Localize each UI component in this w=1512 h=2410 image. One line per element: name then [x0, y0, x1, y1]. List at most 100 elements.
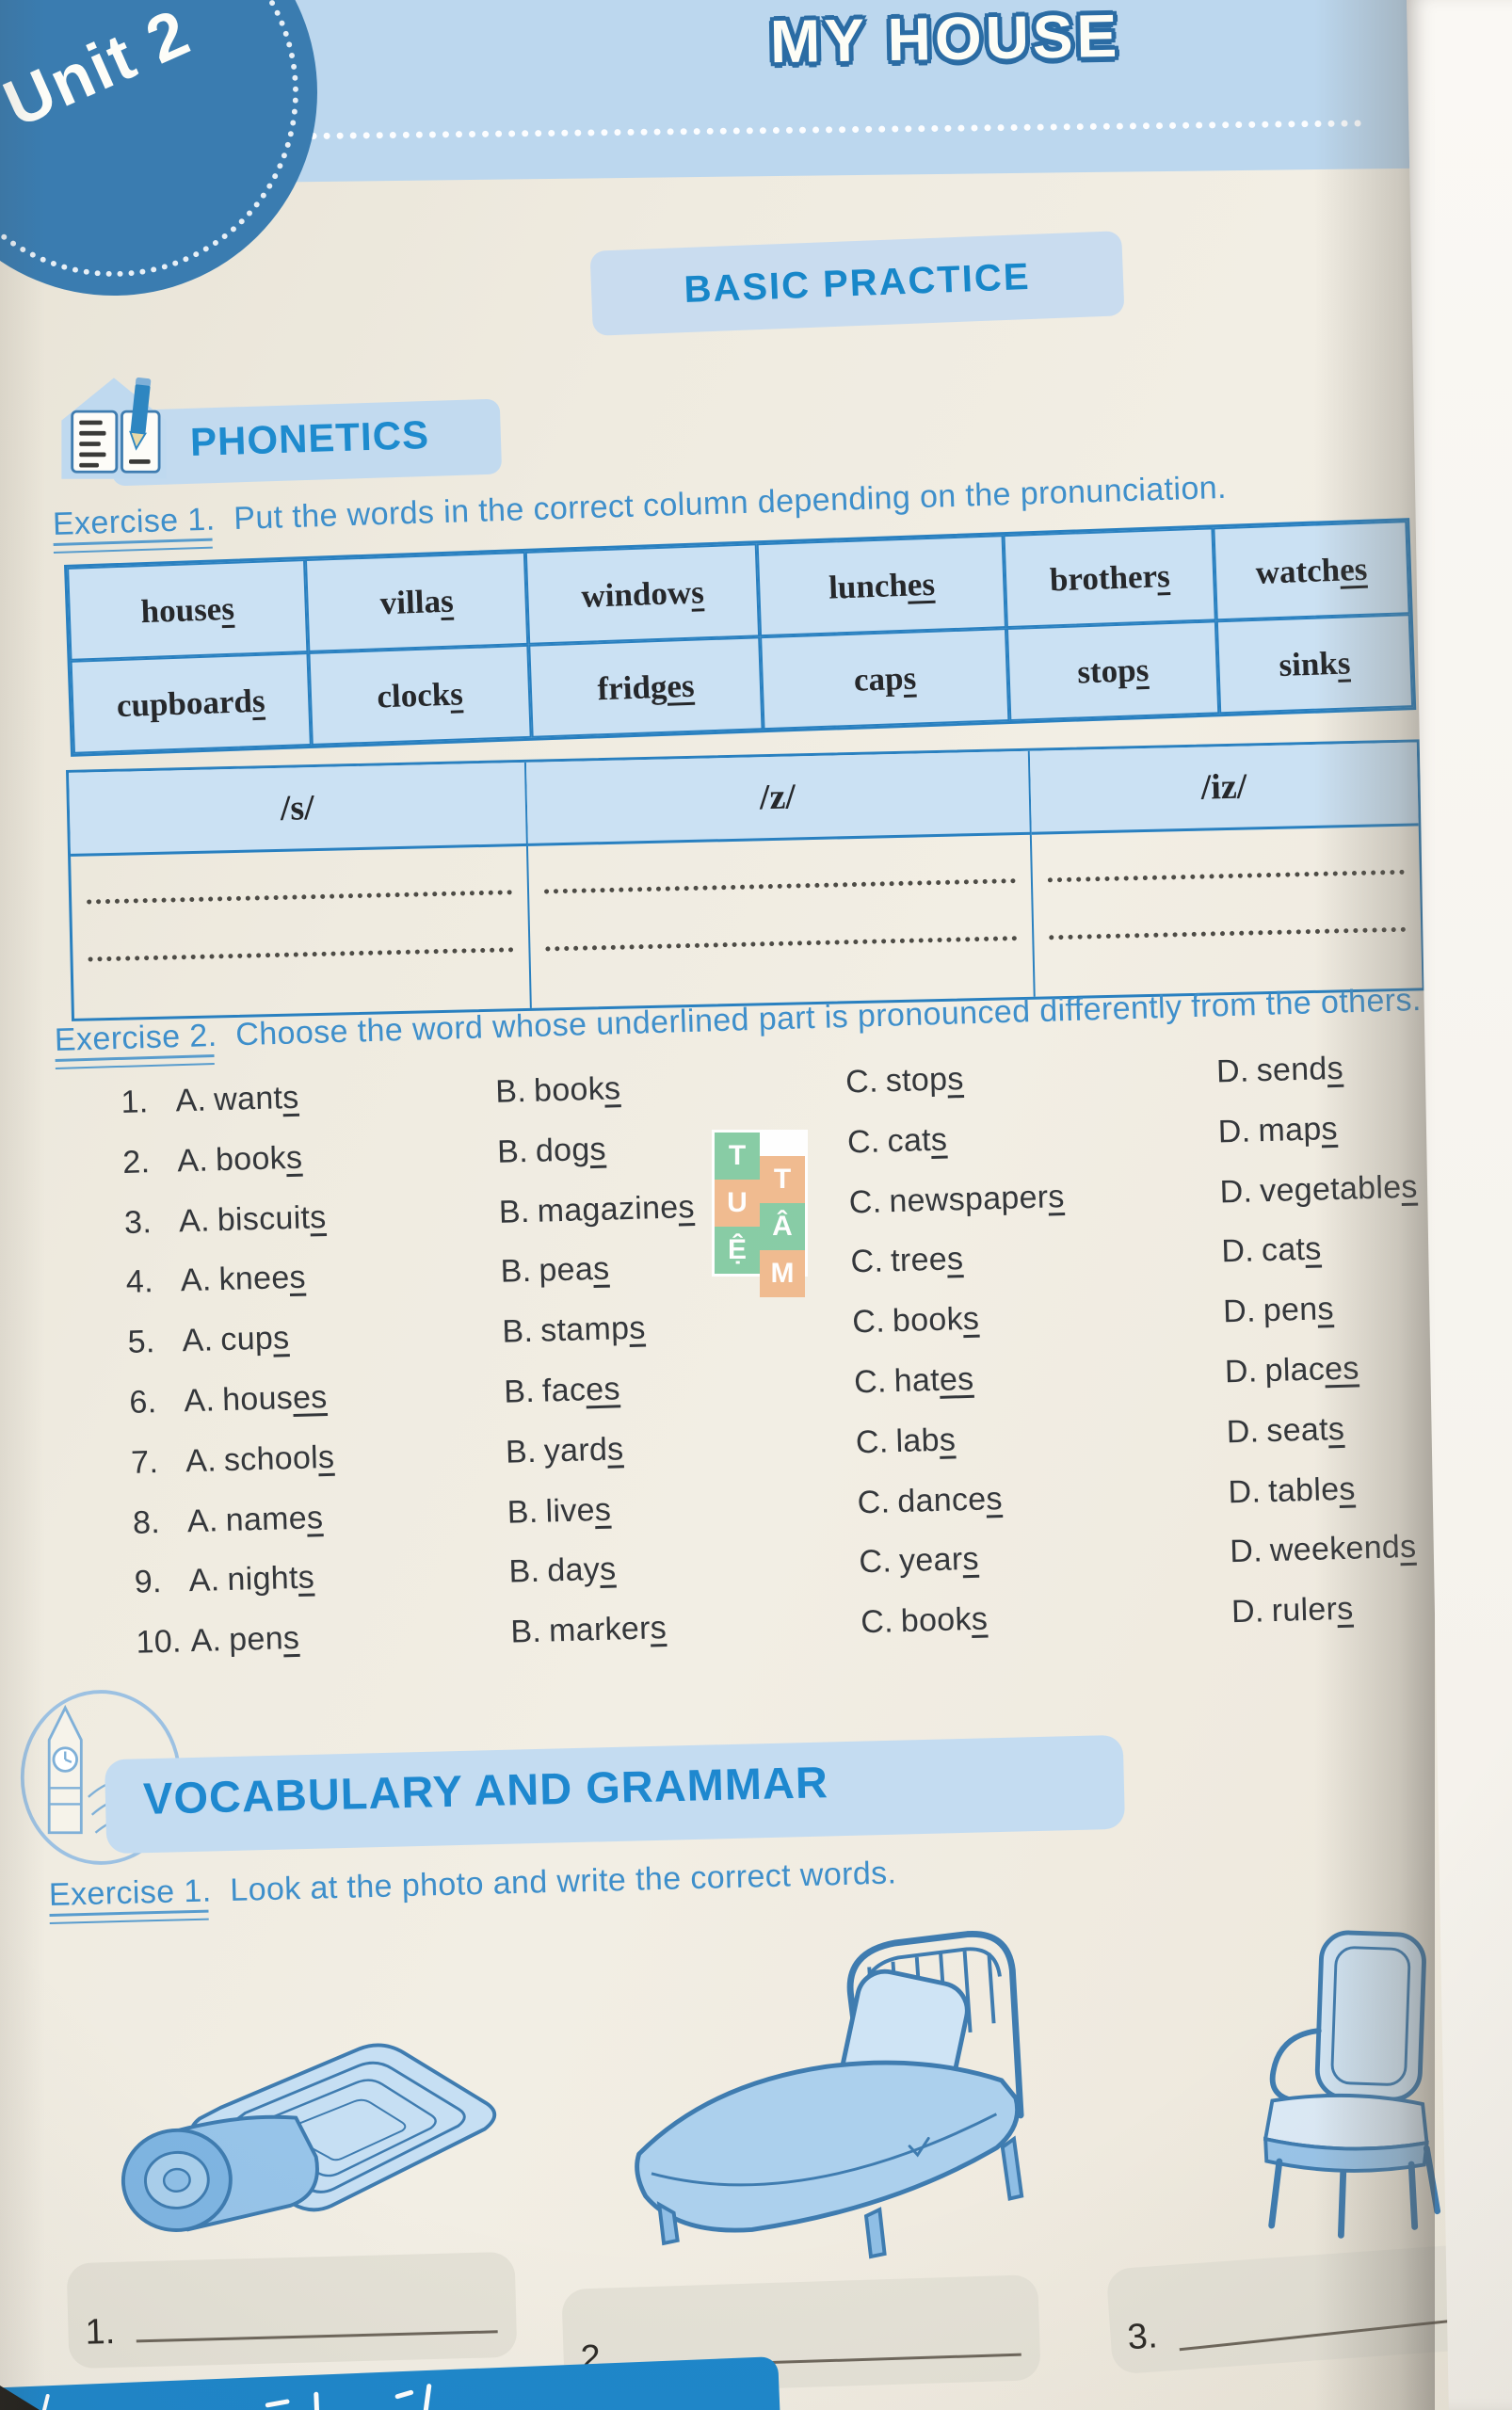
option: 9. A. nights	[134, 1554, 510, 1625]
option-word-suffix: s	[1400, 1168, 1419, 1205]
option-number: 5.	[127, 1324, 156, 1361]
option-word: hous	[221, 1380, 294, 1419]
dotted-answer-line	[87, 890, 512, 905]
option-number: 4.	[125, 1263, 154, 1301]
dotted-answer-line	[1047, 869, 1405, 883]
option-word-suffix: s	[962, 1300, 980, 1338]
option: B. days	[508, 1545, 861, 1615]
option-letter: B.	[498, 1193, 531, 1230]
option: 10. A. pens	[136, 1615, 512, 1685]
word-cell: stop s	[1006, 620, 1220, 722]
option-word-suffix: es	[585, 1371, 621, 1408]
option-word-suffix: s	[946, 1241, 964, 1277]
option-word-suffix: es	[1324, 1350, 1360, 1388]
word-cell: sink s	[1215, 614, 1414, 715]
dotted-answer-line	[88, 947, 514, 962]
word-suffix: s	[690, 572, 705, 611]
option-letter: B.	[501, 1313, 534, 1350]
word-suffix: s	[440, 582, 455, 619]
option-word: stop	[885, 1061, 948, 1100]
page-title: MY HOUSE	[769, 1, 1121, 76]
word-cell: brother s	[1003, 527, 1216, 629]
word-suffix: s	[1134, 651, 1150, 688]
option-word-suffix: s	[592, 1250, 610, 1288]
watermark-letter: M	[760, 1250, 805, 1297]
sound-column-header: /iz/	[1029, 742, 1419, 835]
watermark-letter: Ệ	[715, 1227, 760, 1274]
bed-headboard	[846, 1931, 1024, 2119]
sound-column-header: /s/	[69, 762, 528, 857]
option: D. pens	[1223, 1288, 1455, 1355]
word-cell: house s	[67, 559, 309, 661]
ribbon-mark	[265, 2399, 290, 2408]
blank-number: 1.	[84, 2311, 116, 2353]
option-number: 3.	[123, 1203, 153, 1241]
option: C. labs	[855, 1414, 1228, 1485]
chair-armrest	[1269, 2028, 1322, 2117]
option-letter: C.	[850, 1243, 884, 1280]
sound-table: /s//z//iz/	[66, 739, 1425, 1021]
word-stem: villa	[379, 582, 442, 621]
chair-back	[1314, 1930, 1426, 2102]
option-word-suffix: es	[292, 1378, 329, 1416]
option-letter: A.	[182, 1322, 214, 1359]
option-letter: D.	[1219, 1173, 1253, 1211]
option-letter: A.	[186, 1502, 219, 1539]
word-stem: window	[580, 573, 692, 615]
option: D. weekends	[1230, 1528, 1461, 1595]
ribbon-mark	[394, 2389, 414, 2400]
option-letter: B.	[494, 1072, 527, 1110]
words-table: house s villa s window s lunch es brother s watch e…	[64, 518, 1417, 757]
option-letter: C.	[857, 1483, 891, 1520]
option-letter: C.	[855, 1423, 890, 1461]
ribbon-mark	[423, 2383, 432, 2410]
bed-mattress	[635, 2060, 1021, 2233]
option: D. places	[1224, 1348, 1456, 1415]
option: 1. A. wants	[121, 1074, 497, 1145]
option-letter: D.	[1222, 1293, 1257, 1330]
option: B. books	[495, 1065, 847, 1134]
option-letter: A.	[183, 1382, 216, 1420]
option-word: cat	[1261, 1231, 1306, 1269]
option-word-suffix: s	[281, 1079, 300, 1117]
word-suffix: s	[220, 589, 235, 627]
basic-practice-label: BASIC PRACTICE	[683, 255, 1032, 311]
option-number: 9.	[134, 1564, 163, 1601]
option: C. newspapers	[848, 1174, 1221, 1245]
option-word: hat	[893, 1361, 941, 1400]
exercise1-label: Exercise 1.	[52, 501, 217, 542]
option-word: cup	[219, 1320, 274, 1358]
dotted-answer-line	[1048, 926, 1407, 940]
option-word-suffix: s	[306, 1499, 324, 1536]
option-word-suffix: s	[1399, 1529, 1417, 1566]
option: 2. A. books	[122, 1134, 499, 1205]
blank-line	[136, 2330, 498, 2343]
answer-cell	[1031, 826, 1422, 996]
option: C. stops	[845, 1053, 1218, 1124]
word-cell: villa s	[304, 551, 529, 653]
option-letter: D.	[1220, 1232, 1255, 1270]
option-word: day	[546, 1551, 601, 1589]
option-word-suffix: s	[317, 1438, 335, 1476]
dotted-answer-line	[544, 936, 1017, 952]
option: D. maps	[1217, 1107, 1449, 1174]
option: 3. A. biscuits	[124, 1194, 501, 1264]
option-letter: B.	[509, 1613, 542, 1650]
word-stem: clock	[376, 675, 451, 715]
option-letter: D.	[1228, 1472, 1262, 1510]
option: 8. A. names	[132, 1494, 508, 1565]
option-word-suffix: s	[939, 1422, 957, 1458]
option-number: 6.	[128, 1384, 157, 1421]
option-letter: C.	[851, 1303, 886, 1341]
word-cell: cap s	[760, 628, 1010, 731]
option-word: newspaper	[888, 1179, 1049, 1219]
option-letter: A.	[176, 1142, 209, 1180]
answer-blank-1: 1.	[66, 2251, 518, 2370]
option-number: 1.	[121, 1084, 150, 1120]
word-cell: watch es	[1213, 521, 1410, 621]
exercise2-label: Exercise 2.	[54, 1017, 218, 1058]
option-letter: C.	[858, 1543, 893, 1581]
vocab-exercise1-instruction: Look at the photo and write the correct …	[229, 1855, 897, 1908]
word-stem: house	[139, 589, 222, 630]
